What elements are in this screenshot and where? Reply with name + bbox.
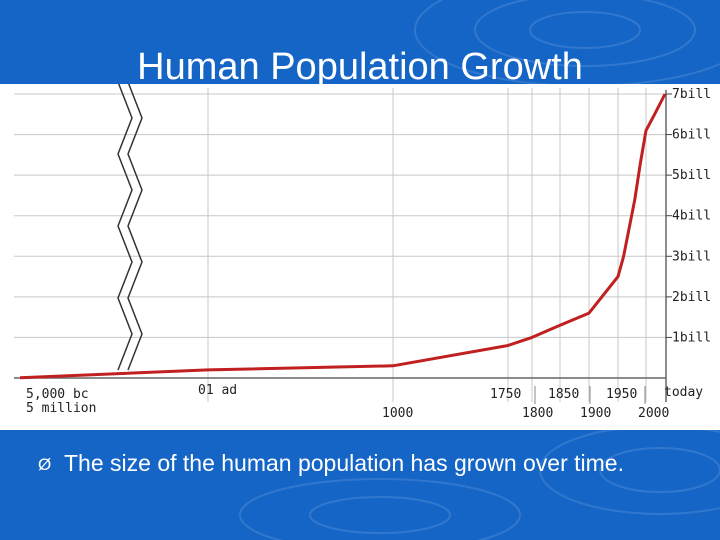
annotation-label: 5 million xyxy=(26,401,96,416)
x-tick-label: 1000 xyxy=(382,406,413,421)
y-tick-label: 3bill xyxy=(672,249,711,264)
y-tick-label: 6bill xyxy=(672,128,711,143)
chart-panel: 1bill 2bill 3bill 4bill 5bill 6bill 7bill 5,000… xyxy=(0,84,720,430)
x-tick-label: 1950 xyxy=(606,387,637,402)
y-tick-label: 5bill xyxy=(672,168,711,183)
population-line xyxy=(19,93,667,380)
x-tick-label: 2000 xyxy=(638,406,669,421)
y-tick-label: 1bill xyxy=(672,330,711,345)
x-tick-label: 01 ad xyxy=(198,383,237,398)
arrow-bullet-icon: Ø xyxy=(38,455,52,474)
bullet-point: Ø The size of the human population has g… xyxy=(38,448,698,478)
x-tick-label: 1800 xyxy=(522,406,553,421)
x-tick-label: 1750 xyxy=(490,387,521,402)
slide-title: Human Population Growth xyxy=(137,46,583,88)
population-chart: 1bill 2bill 3bill 4bill 5bill 6bill 7bill 5,000… xyxy=(14,84,711,421)
x-tick-label: 5,000 bc xyxy=(26,387,89,402)
x-tick-label: 1850 xyxy=(548,387,579,402)
x-tick-label: today xyxy=(664,385,703,400)
y-tick-label: 7bill xyxy=(672,87,711,102)
bullet-text: The size of the human population has gro… xyxy=(64,450,624,476)
axis-break-zigzag xyxy=(127,84,143,371)
axis-break-zigzag xyxy=(117,84,133,371)
y-tick-label: 4bill xyxy=(672,209,711,224)
x-tick-label: 1900 xyxy=(580,406,611,421)
y-tick-label: 2bill xyxy=(672,290,711,305)
